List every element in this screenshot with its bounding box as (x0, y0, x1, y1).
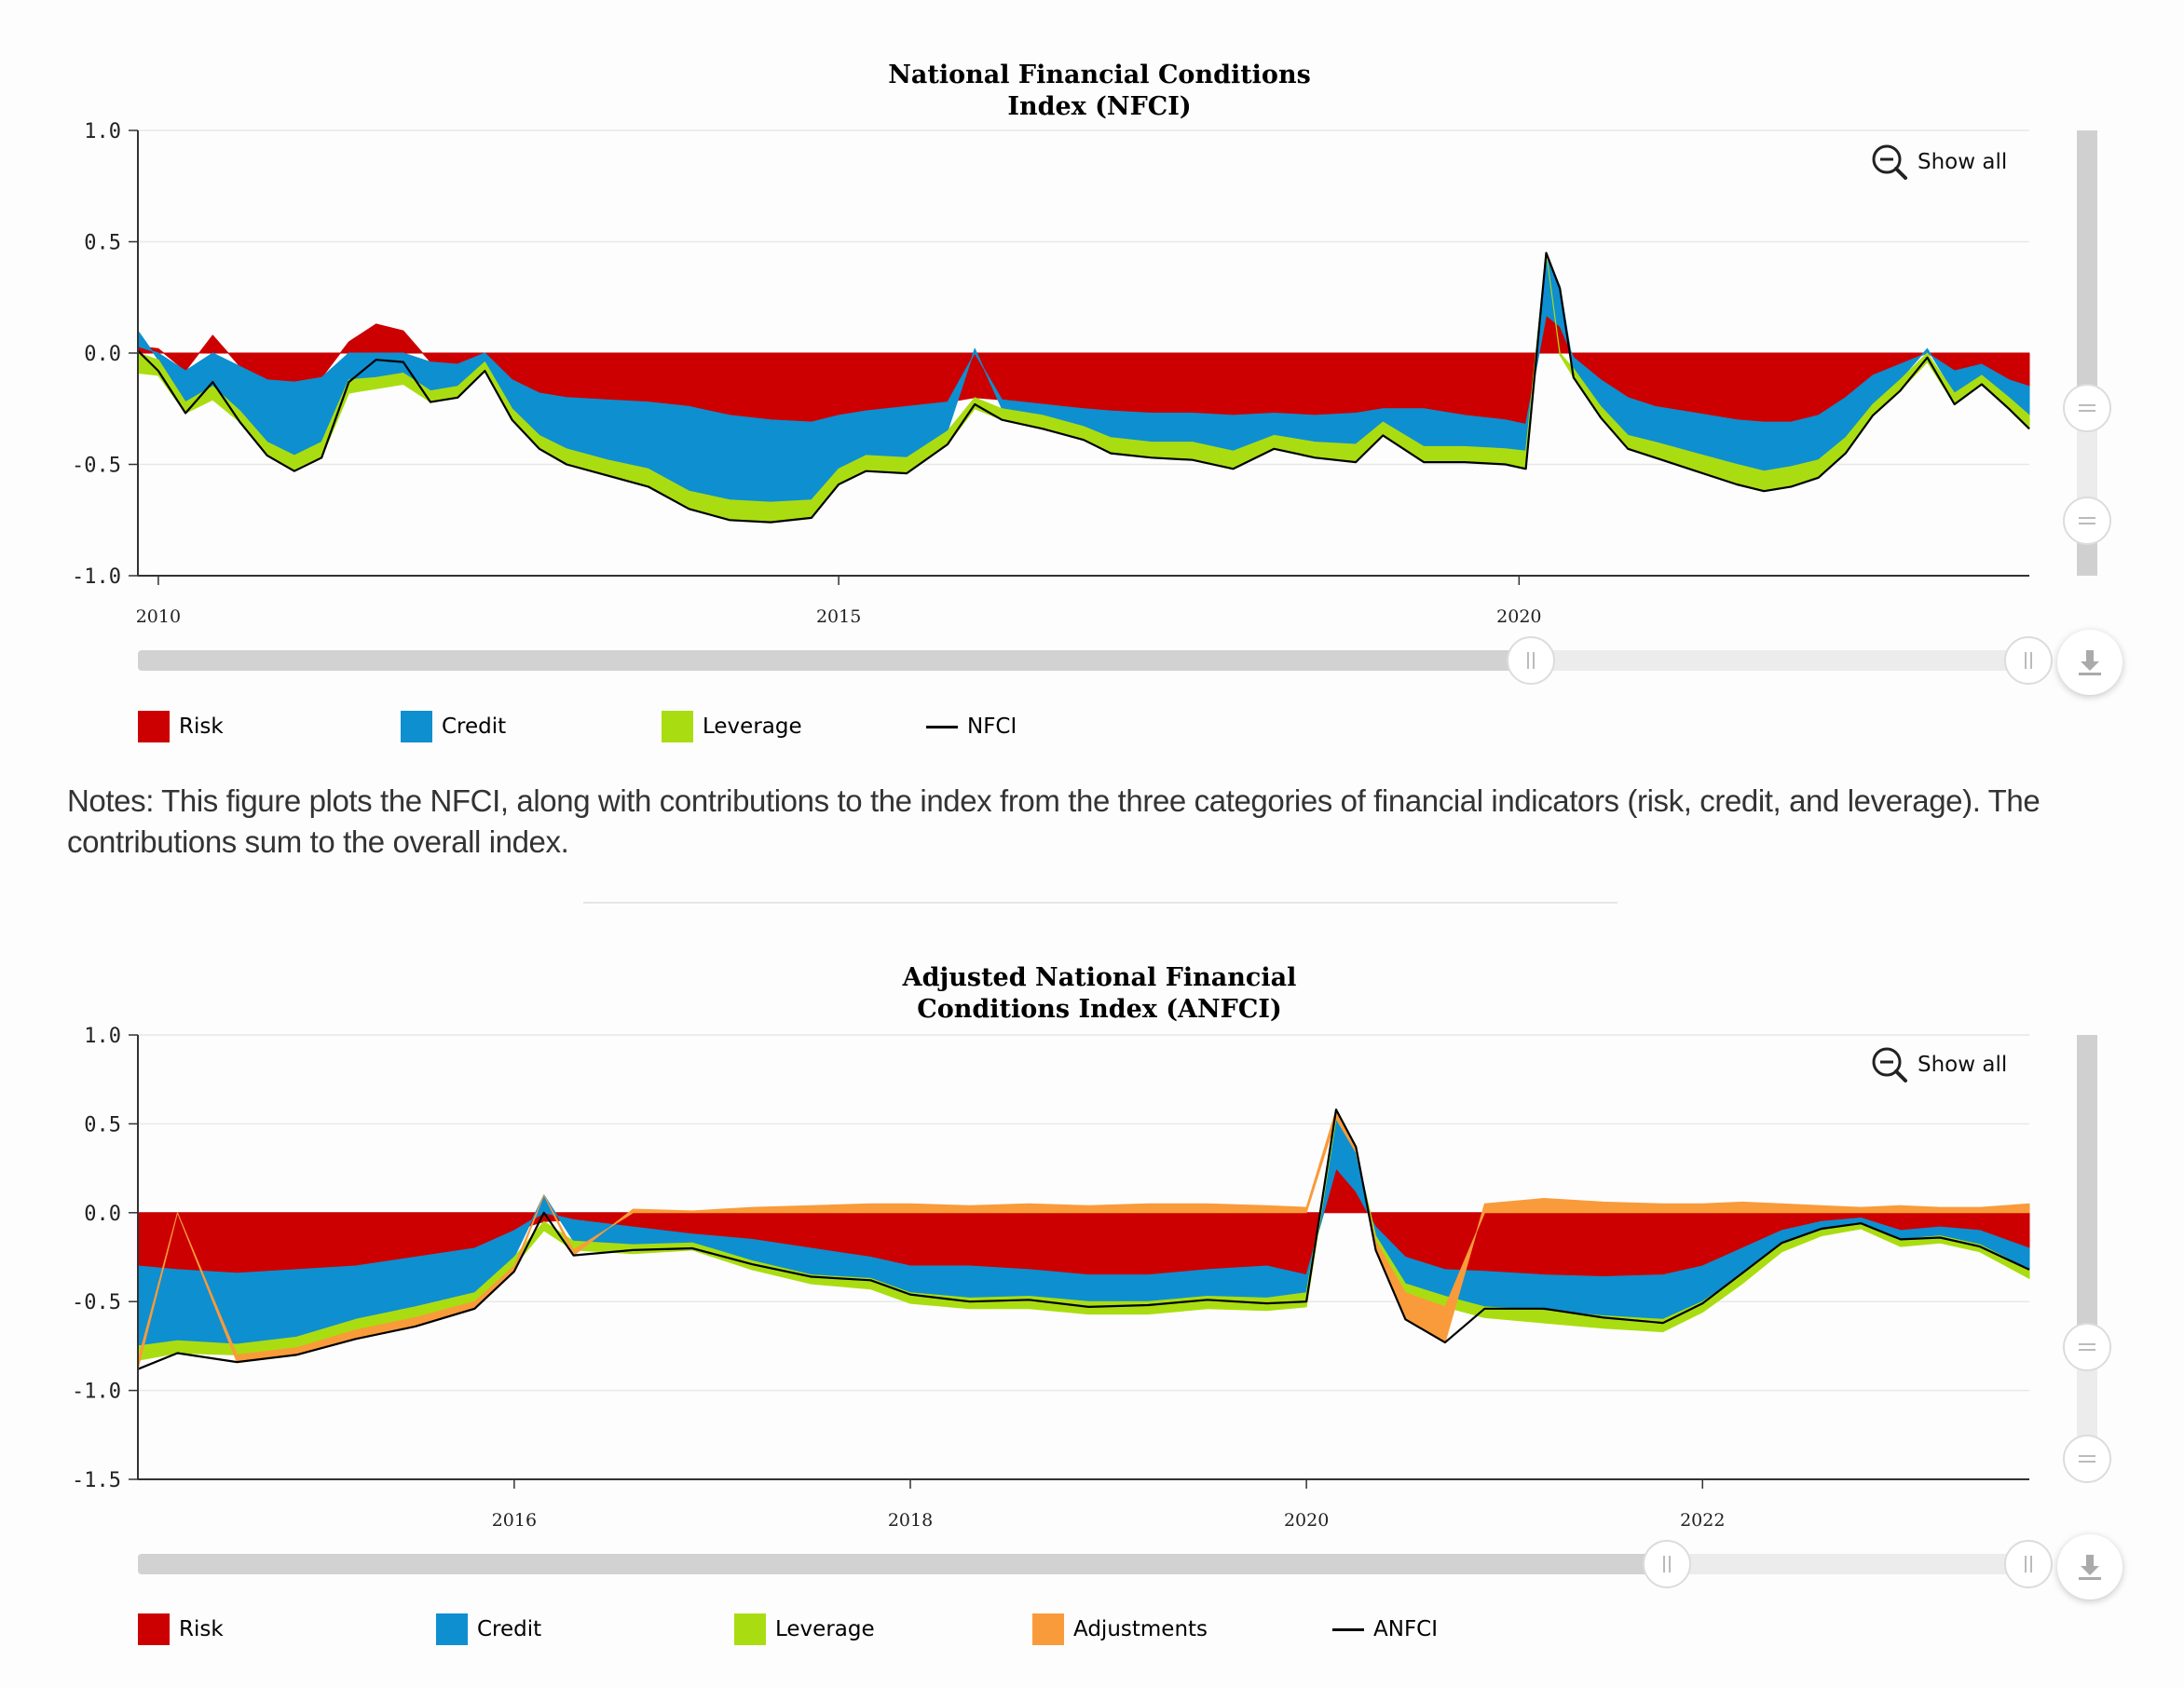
nfci-chart-title: National Financial Conditions Index (NFC… (0, 60, 2184, 123)
nfci-y-scrollbar-handle[interactable] (2063, 497, 2111, 545)
legend-item-nfci[interactable]: NFCI (926, 708, 1017, 745)
legend-swatch-risk (138, 1613, 170, 1645)
anfci-download-button[interactable] (2057, 1534, 2123, 1600)
legend-line-anfci (1332, 1627, 1364, 1631)
legend-swatch-risk (138, 711, 170, 742)
nfci-y-tick-label: 0.0 (84, 343, 121, 366)
legend-label-nfci: NFCI (967, 715, 1017, 739)
zoom-out-icon (1872, 1047, 1907, 1082)
nfci-x-tick-label: 2020 (1496, 606, 1541, 627)
legend-label-credit: Credit (477, 1617, 542, 1641)
legend-swatch-leverage (734, 1613, 766, 1645)
legend-item-credit[interactable]: Credit (401, 708, 506, 745)
anfci-x-tick-label: 2022 (1680, 1510, 1725, 1531)
nfci-x-navigator-handle[interactable] (1507, 636, 1555, 685)
legend-item-leverage[interactable]: Leverage (662, 708, 802, 745)
nfci-y-tick-label: 0.5 (84, 232, 121, 255)
legend-swatch-credit (436, 1613, 468, 1645)
nfci-chart: 1.0 0.5 0.0 -0.5 -1.0 2010 2015 2020 (72, 120, 2111, 685)
legend-label-adjustments: Adjustments (1073, 1617, 1208, 1641)
handle-knob (1643, 1540, 1691, 1588)
nfci-y-scrollbar-handle[interactable] (2063, 384, 2111, 432)
legend-line-nfci (926, 725, 958, 728)
anfci-y-scrollbar-handle[interactable] (2063, 1323, 2111, 1371)
legend-swatch-leverage (662, 711, 693, 742)
anfci-y-tick-label: -0.5 (72, 1291, 121, 1314)
legend-label-risk: Risk (179, 1617, 224, 1641)
download-icon (2079, 650, 2101, 675)
handle-knob (2004, 1540, 2053, 1588)
download-icon (2079, 1555, 2101, 1580)
nfci-y-tick-label: -0.5 (72, 455, 121, 478)
legend-item-risk[interactable]: Risk (138, 1611, 224, 1648)
nfci-x-navigator-handle[interactable] (2004, 636, 2053, 685)
nfci-x-navigator-filled (138, 650, 1531, 671)
anfci-chart-title: Adjusted National Financial Conditions I… (0, 962, 2184, 1026)
anfci-show-all-button[interactable]: Show all (1871, 1046, 2007, 1083)
nfci-show-all-button[interactable]: Show all (1871, 143, 2007, 181)
handle-knob (2004, 636, 2053, 685)
anfci-y-tick-label: 0.0 (84, 1203, 121, 1226)
handle-knob (2063, 497, 2111, 545)
nfci-x-tick-label: 2015 (816, 606, 861, 627)
nfci-chart-panel: 1.0 0.5 0.0 -0.5 -1.0 2010 2015 2020 National F… (0, 0, 2184, 745)
nfci-y-scrollbar-window (2077, 408, 2097, 521)
anfci-y-scrollbar-window (2077, 1347, 2097, 1459)
legend-swatch-credit (401, 711, 432, 742)
nfci-download-button[interactable] (2057, 630, 2123, 695)
nfci-y-tick-label: -1.0 (72, 565, 121, 589)
anfci-y-tick-label: 0.5 (84, 1113, 121, 1137)
anfci-x-navigator-filled (138, 1554, 1667, 1574)
show-all-label: Show all (1918, 150, 2008, 174)
legend-item-risk[interactable]: Risk (138, 708, 224, 745)
nfci-y-tick-label: 1.0 (84, 120, 121, 143)
section-divider (583, 902, 1618, 904)
anfci-line-anfci (137, 1109, 2030, 1370)
nfci-x-tick-label: 2010 (136, 606, 181, 627)
handle-knob (1507, 636, 1555, 685)
legend-item-anfci[interactable]: ANFCI (1332, 1611, 1438, 1648)
legend-label-leverage: Leverage (775, 1617, 875, 1641)
legend-item-leverage[interactable]: Leverage (734, 1611, 875, 1648)
anfci-y-scrollbar-handle[interactable] (2063, 1435, 2111, 1483)
handle-knob (2063, 1435, 2111, 1483)
anfci-title-line-2: Conditions Index (ANFCI) (917, 995, 1282, 1024)
anfci-y-tick-label: -1.5 (72, 1469, 121, 1492)
anfci-x-navigator-handle[interactable] (1643, 1540, 1691, 1588)
anfci-x-navigator-handle[interactable] (2004, 1540, 2053, 1588)
anfci-x-tick-label: 2020 (1284, 1510, 1329, 1531)
legend-item-adjustments[interactable]: Adjustments (1032, 1611, 1208, 1648)
anfci-chart: 1.0 0.5 0.0 -0.5 -1.0 -1.5 2016 2018 2020 2022 (72, 1025, 2111, 1588)
show-all-label: Show all (1918, 1053, 2008, 1077)
nfci-title-line-2: Index (NFCI) (1007, 92, 1192, 121)
chart-notes: Notes: This figure plots the NFCI, along… (67, 783, 2041, 859)
anfci-area-leverage (137, 1118, 2030, 1361)
anfci-chart-panel: 1.0 0.5 0.0 -0.5 -1.0 -1.5 2016 2018 2020 2022 Ad… (0, 904, 2184, 1686)
handle-knob (2063, 384, 2111, 432)
legend-label-credit: Credit (442, 715, 507, 739)
anfci-x-tick-label: 2016 (492, 1510, 537, 1531)
nfci-title-line-1: National Financial Conditions (888, 61, 1311, 89)
legend-swatch-adjustments (1032, 1613, 1064, 1645)
legend-label-leverage: Leverage (703, 715, 802, 739)
anfci-x-tick-label: 2018 (888, 1510, 933, 1531)
anfci-y-tick-label: -1.0 (72, 1381, 121, 1404)
legend-item-credit[interactable]: Credit (436, 1611, 541, 1648)
legend-label-anfci: ANFCI (1373, 1617, 1439, 1641)
zoom-out-icon (1872, 144, 1907, 180)
nfci-line-nfci (137, 252, 2030, 524)
anfci-title-line-1: Adjusted National Financial (902, 963, 1297, 992)
anfci-y-tick-label: 1.0 (84, 1025, 121, 1048)
legend-label-risk: Risk (179, 715, 224, 739)
anfci-area-adjustments (137, 1109, 2030, 1370)
handle-knob (2063, 1323, 2111, 1371)
